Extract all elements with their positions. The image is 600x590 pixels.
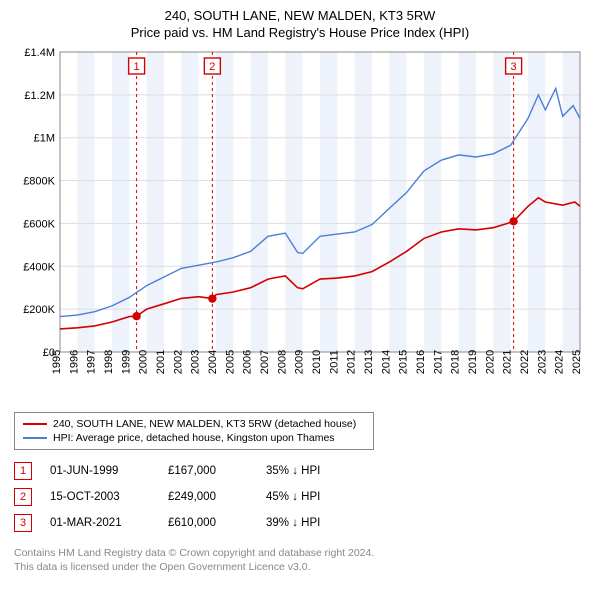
svg-text:2022: 2022 [519,350,531,374]
svg-text:2005: 2005 [224,350,236,374]
svg-text:£800K: £800K [23,176,55,188]
svg-text:1995: 1995 [51,350,63,374]
svg-text:1999: 1999 [120,350,132,374]
svg-text:2009: 2009 [294,350,306,374]
svg-text:£200K: £200K [23,304,55,316]
sale-date: 15-OCT-2003 [50,491,150,503]
svg-text:2008: 2008 [276,350,288,374]
legend-row: 240, SOUTH LANE, NEW MALDEN, KT3 5RW (de… [23,417,365,431]
svg-text:2004: 2004 [207,350,219,374]
chart-legend: 240, SOUTH LANE, NEW MALDEN, KT3 5RW (de… [14,412,374,450]
sale-hpi-diff: 35% ↓ HPI [266,465,356,477]
chart-svg: £0£200K£400K£600K£800K£1M£1.2M£1.4M19951… [14,46,586,406]
svg-text:2012: 2012 [346,350,358,374]
svg-text:2017: 2017 [432,350,444,374]
sale-price: £249,000 [168,491,248,503]
svg-text:2007: 2007 [259,350,271,374]
sale-row: 1 01-JUN-1999 £167,000 35% ↓ HPI [14,458,586,484]
sale-row: 3 01-MAR-2021 £610,000 39% ↓ HPI [14,510,586,536]
svg-text:2025: 2025 [571,350,583,374]
chart-plot-area: £0£200K£400K£600K£800K£1M£1.2M£1.4M19951… [14,46,586,406]
sale-price: £167,000 [168,465,248,477]
legend-row: HPI: Average price, detached house, King… [23,431,365,445]
svg-text:2016: 2016 [415,350,427,374]
svg-text:2002: 2002 [172,350,184,374]
svg-text:£1.2M: £1.2M [24,90,55,102]
sale-date: 01-MAR-2021 [50,517,150,529]
svg-text:1996: 1996 [68,350,80,374]
svg-text:£1.4M: £1.4M [24,47,55,59]
svg-text:2021: 2021 [502,350,514,374]
svg-text:3: 3 [511,61,517,73]
chart-subtitle: Price paid vs. HM Land Registry's House … [14,25,586,40]
sale-date: 01-JUN-1999 [50,465,150,477]
svg-text:1997: 1997 [86,350,98,374]
svg-text:2013: 2013 [363,350,375,374]
svg-text:2024: 2024 [554,350,566,374]
sale-marker-badge: 3 [14,514,32,532]
sale-marker-badge: 2 [14,488,32,506]
svg-text:2001: 2001 [155,350,167,374]
legend-swatch [23,437,47,439]
svg-text:2011: 2011 [328,350,340,374]
footer-line1: Contains HM Land Registry data © Crown c… [14,546,586,560]
sale-hpi-diff: 39% ↓ HPI [266,517,356,529]
sale-row: 2 15-OCT-2003 £249,000 45% ↓ HPI [14,484,586,510]
footer-line2: This data is licensed under the Open Gov… [14,560,586,574]
svg-text:2020: 2020 [484,350,496,374]
svg-text:1998: 1998 [103,350,115,374]
svg-text:2: 2 [209,61,215,73]
legend-label: HPI: Average price, detached house, King… [53,432,335,444]
svg-text:£1M: £1M [34,133,55,145]
svg-text:1: 1 [134,61,140,73]
legend-label: 240, SOUTH LANE, NEW MALDEN, KT3 5RW (de… [53,418,356,430]
sale-price: £610,000 [168,517,248,529]
sale-marker-badge: 1 [14,462,32,480]
svg-text:2018: 2018 [450,350,462,374]
svg-text:2023: 2023 [536,350,548,374]
svg-text:£400K: £400K [23,261,55,273]
svg-text:2015: 2015 [398,350,410,374]
svg-text:2006: 2006 [242,350,254,374]
svg-text:2003: 2003 [190,350,202,374]
chart-footer: Contains HM Land Registry data © Crown c… [14,546,586,574]
chart-title-address: 240, SOUTH LANE, NEW MALDEN, KT3 5RW [14,8,586,23]
svg-text:2000: 2000 [138,350,150,374]
svg-text:£600K: £600K [23,218,55,230]
sales-table: 1 01-JUN-1999 £167,000 35% ↓ HPI 2 15-OCT-200… [14,458,586,536]
svg-text:2019: 2019 [467,350,479,374]
chart-container: 240, SOUTH LANE, NEW MALDEN, KT3 5RW Pri… [0,0,600,590]
svg-text:2014: 2014 [380,350,392,374]
svg-text:2010: 2010 [311,350,323,374]
sale-hpi-diff: 45% ↓ HPI [266,491,356,503]
legend-swatch [23,423,47,425]
